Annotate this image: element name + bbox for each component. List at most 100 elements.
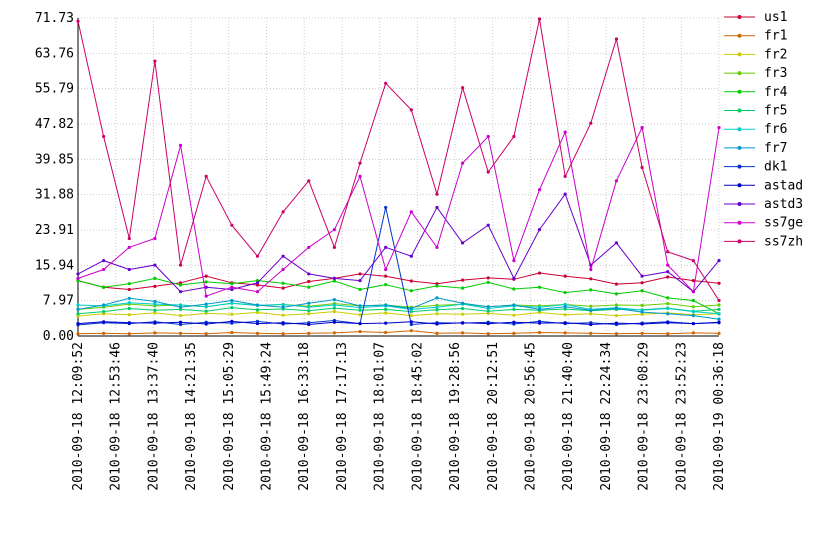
data-point-fr5 [76,312,80,316]
data-point-astd3 [332,276,336,280]
data-point-ss7ge [230,285,234,289]
data-point-fr4 [332,279,336,283]
x-tick-label: 2010-09-18 15:49:24 [260,342,275,491]
data-point-fr2 [358,313,362,317]
data-point-fr4 [409,289,413,293]
data-point-fr1 [435,331,439,335]
data-point-ss7ge [358,174,362,179]
data-point-astad [537,321,542,325]
data-point-astad [589,322,593,327]
data-point-fr5 [230,306,234,310]
data-point-us1 [153,284,157,288]
legend-label-fr2: fr2 [764,47,787,62]
data-point-astad [153,321,157,325]
data-point-fr1 [178,331,183,335]
data-point-ss7ge [255,290,260,294]
data-point-dk1 [409,322,413,327]
data-point-fr1 [307,331,311,335]
data-point-fr7 [614,306,619,311]
data-point-us1 [281,286,285,290]
data-point-fr7 [666,312,670,316]
data-point-us1 [666,275,670,279]
data-point-fr7 [281,305,285,309]
data-point-fr5 [204,309,208,313]
data-point-fr4 [666,296,670,300]
data-point-ss7zh [486,170,490,174]
data-point-astd3 [153,263,157,267]
data-point-astd3 [640,274,644,278]
data-point-ss7ge [640,126,644,130]
data-point-fr5 [332,306,336,310]
data-point-astad [435,322,439,326]
data-point-dk1 [178,322,183,327]
data-point-fr4 [153,276,157,280]
data-point-fr2 [384,311,388,315]
data-point-fr7 [563,305,567,309]
data-point-fr2 [332,310,336,314]
data-point-ss7zh [537,17,542,21]
data-point-fr2 [255,310,260,315]
data-point-ss7ge [384,267,388,272]
data-point-astd3 [563,192,567,196]
data-point-fr6 [281,302,285,307]
data-point-fr2 [563,313,567,317]
data-point-fr2 [281,313,285,317]
data-point-ss7zh [153,59,157,63]
data-point-fr7 [153,299,157,304]
data-point-fr7 [76,307,80,312]
x-tick-label: 2010-09-18 23:52:23 [674,342,689,491]
data-point-fr4 [512,287,516,291]
series-line-fr7 [77,297,720,320]
data-point-fr7 [512,303,516,307]
x-tick-label: 2010-09-18 13:37:40 [146,342,161,491]
data-point-fr5 [563,307,567,311]
data-point-fr1 [76,332,80,336]
series-line-fr5 [77,307,720,315]
data-point-fr4 [486,280,490,284]
x-tick-label: 2010-09-18 20:12:51 [486,342,501,491]
data-point-astd3 [307,272,311,276]
data-point-fr6 [76,303,80,307]
y-tick-label: 31.88 [35,188,74,203]
y-tick-label: 23.91 [35,223,74,238]
data-point-fr2 [153,311,157,315]
x-tick-label: 2010-09-19 00:36:18 [712,342,727,491]
data-point-fr1 [486,332,490,336]
x-tick-label: 2010-09-18 21:40:40 [561,342,576,491]
data-point-fr5 [435,308,439,312]
y-tick-label: 7.97 [43,294,74,309]
legend: us1 fr1 fr2 fr3 fr4 fr5 fr6 fr7 dk1 astad astd3 ss7… [724,10,803,249]
data-point-astad [486,321,490,326]
data-point-astd3 [76,272,80,276]
series-line-ss7zh [77,18,720,301]
data-point-ss7zh [512,134,516,139]
data-point-fr2 [76,314,80,318]
data-point-us1 [204,274,208,278]
data-point-fr5 [461,306,465,311]
data-point-fr4 [127,282,131,286]
data-point-fr4 [358,287,362,292]
data-point-ss7ge [589,267,593,272]
data-point-fr5 [384,307,388,312]
x-tick-label: 2010-09-18 16:33:18 [297,342,312,491]
x-tick-label: 2010-09-18 22:24:34 [599,342,614,491]
x-tick-label: 2010-09-18 18:45:02 [410,342,425,491]
x-tick-label: 2010-09-18 12:09:52 [71,342,86,491]
data-point-fr6 [204,305,208,309]
data-point-astad [307,322,311,327]
data-point-astad [332,320,336,324]
data-point-fr7 [384,303,388,307]
data-point-ss7ge [332,228,336,232]
data-point-ss7ge [127,245,131,249]
series-line-astad [77,320,720,326]
series-lines [76,17,721,336]
data-point-fr1 [230,330,234,335]
data-point-astd3 [717,259,721,263]
data-point-astd3 [614,241,619,245]
data-point-astad [409,320,413,324]
data-point-fr7 [409,306,413,311]
data-point-ss7ge [614,179,619,183]
data-point-dk1 [384,205,388,210]
data-point-fr2 [102,312,106,316]
data-point-fr1 [409,329,413,333]
